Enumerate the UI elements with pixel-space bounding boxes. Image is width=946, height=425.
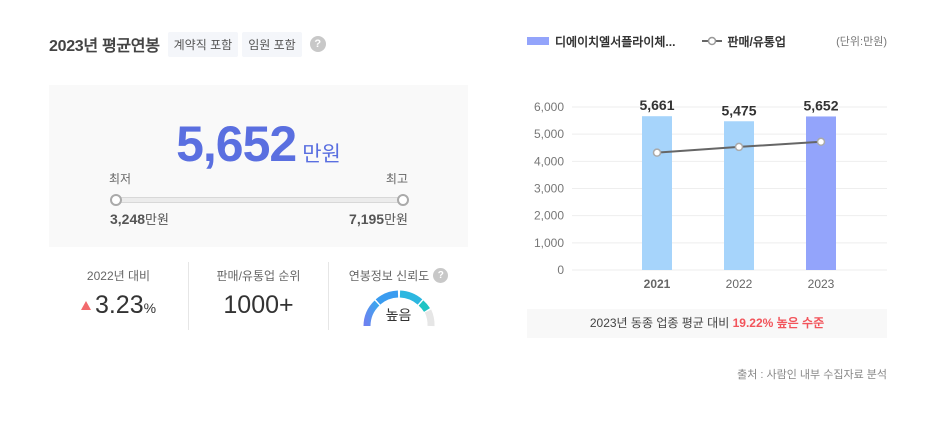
svg-text:5,475: 5,475: [721, 102, 756, 118]
stat-yoy: 2022년 대비 3.23%: [49, 262, 188, 330]
stat-yoy-value: 3.23%: [49, 291, 188, 320]
unit-label: (단위:만원): [836, 36, 887, 48]
line-marker-icon: [702, 36, 723, 46]
range-max-knob: [397, 194, 409, 206]
legend-industry-label: 판매/유통업: [727, 34, 786, 49]
svg-text:4,000: 4,000: [534, 154, 564, 168]
svg-text:2021: 2021: [644, 277, 671, 291]
svg-text:0: 0: [557, 263, 564, 277]
salary-chart: 0 1,000 2,000 3,000 4,000 5,000 6,000 5,661 2021…: [527, 95, 887, 295]
page-title: 2023년 평균연봉: [49, 38, 160, 55]
max-salary-value: 7,195: [349, 211, 385, 227]
stats-row: 2022년 대비 3.23% 판매/유통업 순위 1000+ 연봉정보 신뢰도 …: [49, 262, 468, 330]
average-salary-card: 5,652 만원 최저 최고 3,248만원 7,195만원: [49, 85, 468, 247]
stat-industry-rank: 판매/유통업 순위 1000+: [188, 262, 328, 330]
up-triangle-icon: [80, 301, 91, 310]
chip-executive-included: 임원 포함: [242, 31, 302, 57]
stat-yoy-label: 2022년 대비: [86, 269, 151, 283]
max-salary: 7,195만원: [349, 209, 408, 228]
average-salary: 5,652 만원: [49, 115, 468, 173]
percent-sign: %: [143, 300, 157, 316]
svg-text:2022: 2022: [726, 277, 753, 291]
reliability-gauge: 높음: [361, 288, 437, 327]
svg-text:2023: 2023: [808, 277, 835, 291]
svg-text:2,000: 2,000: [534, 209, 564, 223]
chart-legend: 디에이치엘서플라이체... 판매/유통업 (단위:만원): [527, 31, 887, 51]
average-salary-value: 5,652: [176, 116, 297, 172]
compare-text: 2023년 동종 업종 평균 대비: [589, 316, 733, 330]
stat-reliability: 연봉정보 신뢰도 ? 높음: [328, 262, 468, 330]
min-salary-value: 3,248: [110, 211, 146, 227]
legend-company: 디에이치엘서플라이체...: [555, 34, 676, 49]
gauge-arc-icon: [363, 290, 435, 327]
yoy-percent: 3.23: [94, 291, 144, 319]
chip-contract-included: 계약직 포함: [167, 31, 239, 57]
svg-text:6,000: 6,000: [534, 100, 564, 114]
compare-highlight: 19.22% 높은 수준: [732, 316, 825, 330]
stat-rank-value: 1000+: [223, 291, 294, 319]
chart-canvas: 0 1,000 2,000 3,000 4,000 5,000 6,000 5,661 2021…: [534, 97, 887, 291]
svg-text:5,000: 5,000: [534, 127, 564, 141]
salary-range-track: [115, 197, 403, 203]
reliability-value: 높음: [385, 307, 412, 323]
stat-rank-label: 판매/유통업 순위: [216, 269, 301, 283]
bar-swatch-icon: [527, 37, 549, 45]
min-salary: 3,248만원: [110, 209, 169, 228]
max-label: 최고: [385, 172, 408, 186]
stat-reliability-label: 연봉정보 신뢰도 ?: [329, 267, 468, 284]
min-salary-unit: 만원: [145, 212, 169, 227]
min-label: 최저: [109, 172, 132, 186]
source-note: 출처 : 사람인 내부 수집자료 분석: [737, 369, 887, 381]
svg-text:5,652: 5,652: [803, 97, 838, 113]
industry-comparison: 2023년 동종 업종 평균 대비 19.22% 높은 수준: [527, 309, 887, 338]
average-salary-unit: 만원: [302, 143, 341, 166]
title-row: 2023년 평균연봉 계약직 포함 임원 포함 ?: [49, 31, 326, 57]
reliability-help-icon[interactable]: ?: [433, 268, 449, 283]
help-icon[interactable]: ?: [309, 36, 326, 52]
range-min-knob: [110, 194, 122, 206]
legend-industry: 판매/유통업: [701, 33, 786, 50]
svg-text:5,661: 5,661: [639, 97, 674, 113]
max-salary-unit: 만원: [384, 212, 408, 227]
svg-text:1,000: 1,000: [534, 236, 564, 250]
svg-text:3,000: 3,000: [534, 182, 564, 196]
reliability-label-text: 연봉정보 신뢰도: [348, 269, 430, 283]
